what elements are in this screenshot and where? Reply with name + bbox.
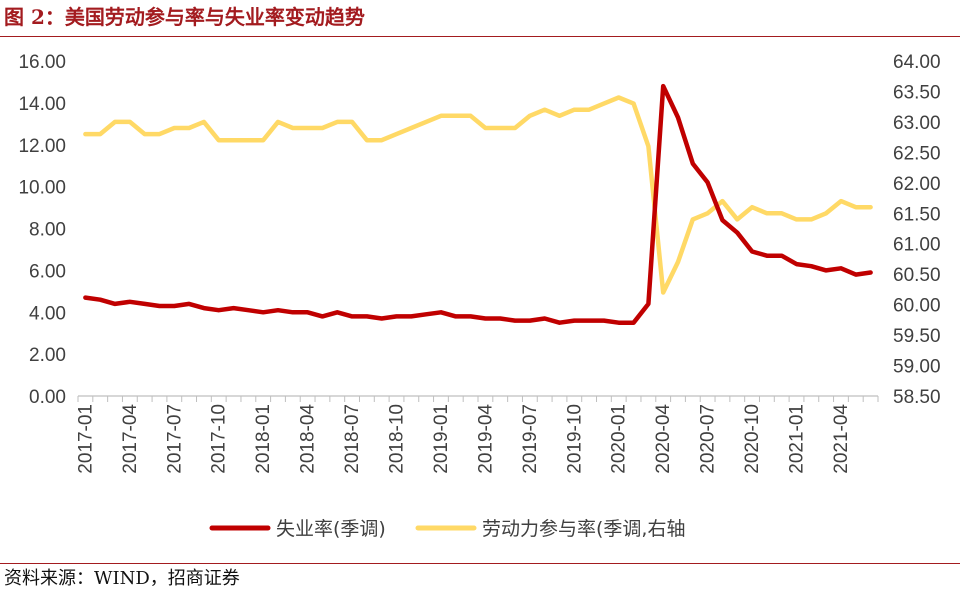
x-axis-tick-label: 2017-10 <box>209 404 230 474</box>
x-axis-tick-label: 2018-04 <box>298 404 319 474</box>
legend-participation-label: 劳动力参与率(季调,右轴 <box>482 518 685 540</box>
x-axis-tick-label: 2019-07 <box>520 404 541 474</box>
x-axis-tick-label: 2018-01 <box>253 404 274 474</box>
x-axis-tick-label: 2020-10 <box>742 404 763 474</box>
legend-unemployment-label: 失业率(季调) <box>276 518 386 540</box>
left-axis-tick-label: 0.00 <box>29 387 66 408</box>
x-axis-tick-label: 2017-07 <box>164 404 185 474</box>
left-axis-tick-label: 4.00 <box>29 303 66 324</box>
right-axis-tick-label: 60.50 <box>893 265 941 286</box>
right-axis-tick-label: 58.50 <box>893 387 941 408</box>
x-axis-tick-label: 2021-01 <box>787 404 808 474</box>
x-axis: 2017-01 2017-04 2017-07 2017-10 2018-01 2018-… <box>75 395 879 474</box>
left-axis-tick-label: 12.00 <box>18 136 66 157</box>
source-note: 资料来源：WIND，招商证券 <box>4 568 240 589</box>
left-axis-tick-label: 6.00 <box>29 261 66 282</box>
right-axis-tick-label: 61.50 <box>893 204 941 225</box>
x-axis-tick-label: 2020-04 <box>653 404 674 474</box>
x-axis-tick-label: 2019-01 <box>431 404 452 474</box>
x-axis-tick-label: 2020-07 <box>698 404 719 474</box>
right-axis-tick-label: 59.00 <box>893 357 941 378</box>
right-axis-tick-label: 63.00 <box>893 113 941 134</box>
right-axis-tick-label: 62.50 <box>893 143 941 164</box>
x-axis-tick-label: 2019-04 <box>475 404 496 474</box>
left-axis-tick-label: 14.00 <box>18 94 66 115</box>
x-axis-tick-label: 2019-10 <box>564 404 585 474</box>
series-lines <box>83 83 873 325</box>
figure-title: 图 2：美国劳动参与率与失业率变动趋势 <box>4 5 365 29</box>
participation-rate-line <box>83 95 873 295</box>
chart-legend: 失业率(季调) 劳动力参与率(季调,右轴 <box>209 518 685 540</box>
x-axis-tick-label: 2020-01 <box>609 404 630 474</box>
left-axis-tick-label: 10.00 <box>18 178 66 199</box>
left-axis-tick-label: 8.00 <box>29 220 66 241</box>
right-y-axis: 58.50 59.00 59.50 60.00 60.50 61.00 61.50 62.00… <box>893 52 941 408</box>
x-axis-tick-label: 2018-10 <box>387 404 408 474</box>
left-axis-tick-label: 16.00 <box>18 52 66 73</box>
left-y-axis: 0.00 2.00 4.00 6.00 8.00 10.00 12.00 14.00 16.00 <box>18 52 66 408</box>
x-axis-tick-label: 2021-04 <box>831 404 852 474</box>
x-axis-tick-label: 2017-04 <box>120 404 141 474</box>
x-axis-tick-label: 2017-01 <box>75 404 96 474</box>
right-axis-tick-label: 62.00 <box>893 174 941 195</box>
left-axis-tick-label: 2.00 <box>29 345 66 366</box>
x-axis-tick-label: 2018-07 <box>342 404 363 474</box>
unemployment-rate-line <box>83 83 873 325</box>
title-divider <box>0 36 960 37</box>
right-axis-tick-label: 60.00 <box>893 296 941 317</box>
right-axis-tick-label: 59.50 <box>893 326 941 347</box>
footer-divider <box>0 563 960 564</box>
right-axis-tick-label: 61.00 <box>893 235 941 256</box>
right-axis-tick-label: 63.50 <box>893 82 941 103</box>
right-axis-tick-label: 64.00 <box>893 52 941 73</box>
